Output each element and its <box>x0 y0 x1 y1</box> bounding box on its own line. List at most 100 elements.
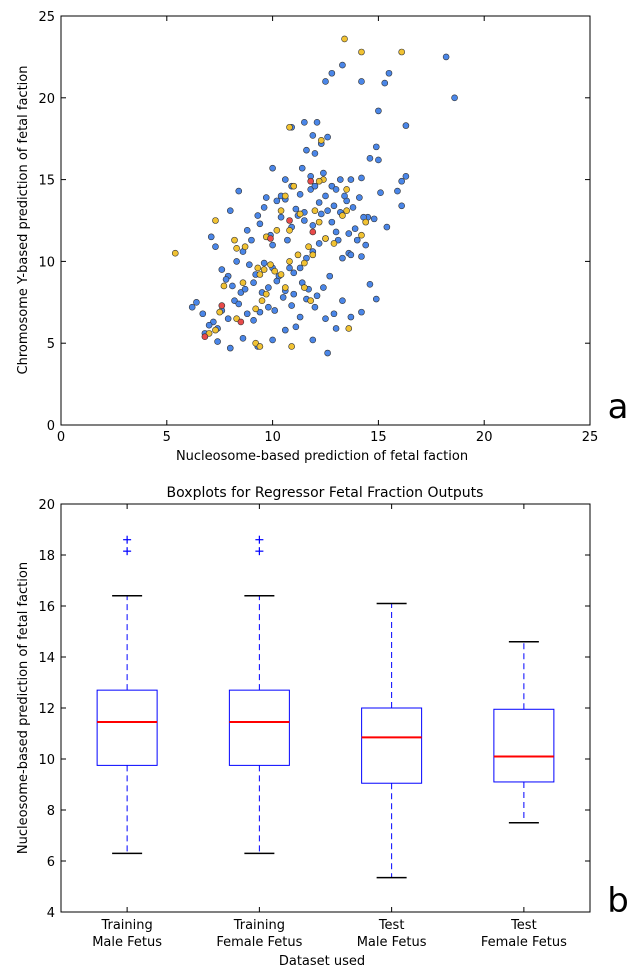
scatter-point-blue <box>303 146 310 154</box>
scatter-point-blue <box>313 119 321 126</box>
scatter-point-blue <box>262 194 270 201</box>
scatter-point-blue <box>292 323 300 331</box>
scatter-point-blue <box>265 284 272 291</box>
scatter-point-yellow <box>343 186 350 193</box>
outlier-marker <box>255 547 264 556</box>
scatter-point-blue <box>246 261 253 268</box>
category-label-line2: Female Fetus <box>216 935 302 950</box>
scatter-point-blue <box>260 204 268 211</box>
scatter-point-yellow <box>301 259 308 267</box>
scatter-point-yellow <box>273 227 281 234</box>
scatter-point-yellow <box>345 325 353 332</box>
scatter-point-blue <box>347 313 355 321</box>
scatter-point-yellow <box>252 305 259 313</box>
scatter-point-blue <box>372 143 380 151</box>
scatter-point-yellow <box>281 192 289 200</box>
scatter-point-blue <box>277 213 285 221</box>
scatter-point-blue <box>296 313 304 321</box>
boxplot-group <box>228 535 290 855</box>
boxplot-x-axis-label: Dataset used <box>279 954 365 968</box>
box-iqr <box>228 689 290 766</box>
scatter-point-blue <box>207 233 215 241</box>
boxplot-y-tick-label: 20 <box>38 498 55 513</box>
boxplot-group <box>361 602 423 879</box>
scatter-point-blue <box>345 230 353 237</box>
scatter-point-blue <box>370 215 378 223</box>
scatter-point-blue <box>284 236 291 244</box>
scatter-point-yellow <box>220 282 228 290</box>
scatter-point-blue <box>290 290 298 298</box>
scatter-point-blue <box>222 276 230 283</box>
scatter-point-blue <box>347 251 355 259</box>
scatter-point-yellow <box>305 243 312 250</box>
scatter-point-blue <box>235 187 243 195</box>
scatter-point-yellow <box>309 251 317 259</box>
scatter-point-blue <box>281 176 289 183</box>
scatter-point-blue <box>322 192 329 200</box>
box-iqr <box>493 708 555 783</box>
scatter-point-yellow <box>343 207 350 214</box>
scatter-point-yellow <box>254 264 262 272</box>
scatter-point-yellow <box>307 297 314 304</box>
scatter-point-blue <box>265 303 272 311</box>
scatter-point-blue <box>226 344 234 352</box>
scatter-point-blue <box>269 336 276 344</box>
scatter-point-blue <box>372 295 380 303</box>
scatter-point-blue <box>298 164 306 172</box>
scatter-point-yellow <box>212 217 219 224</box>
scatter-point-blue <box>250 279 257 286</box>
boxplot-y-tick-label: 16 <box>38 600 55 615</box>
scatter-point-blue <box>339 61 346 69</box>
scatter-point-red <box>218 302 226 309</box>
scatter-plot-frame <box>60 15 591 426</box>
scatter-point-blue <box>349 204 357 211</box>
scatter-point-yellow <box>341 35 348 43</box>
scatter-point-blue <box>398 177 405 185</box>
scatter-point-yellow <box>358 48 365 56</box>
boxplot-y-tick-label: 18 <box>38 549 55 564</box>
scatter-point-blue <box>375 107 382 115</box>
scatter-y-tick-label: 10 <box>38 255 55 270</box>
scatter-point-blue <box>353 236 361 244</box>
scatter-point-yellow <box>288 343 295 350</box>
boxplot-title: Boxplots for Regressor Fetal Fraction Ou… <box>167 485 484 501</box>
boxplot-y-tick-label: 12 <box>38 702 55 717</box>
scatter-point-blue <box>311 150 319 157</box>
scatter-point-blue <box>212 243 219 250</box>
scatter-point-yellow <box>286 227 293 234</box>
scatter-point-yellow <box>290 182 298 190</box>
scatter-point-yellow <box>315 218 323 226</box>
scatter-point-blue <box>292 205 300 213</box>
scatter-point-blue <box>339 297 346 304</box>
scatter-point-blue <box>358 253 365 260</box>
boxplot-category-labels: Training Male Fetus Training Female Fetus Te… <box>92 918 567 950</box>
scatter-point-blue <box>322 315 329 322</box>
scatter-point-blue <box>241 285 249 293</box>
category-label-line1: Test <box>378 918 405 933</box>
scatter-point-blue <box>226 207 234 214</box>
scatter-point-red <box>267 235 274 242</box>
scatter-point-blue <box>358 174 365 182</box>
scatter-x-tick-label: 20 <box>476 430 493 445</box>
scatter-point-yellow <box>216 308 223 316</box>
category-label-line1: Test <box>510 918 537 933</box>
scatter-point-blue <box>366 155 374 162</box>
scatter-point-blue <box>273 197 281 205</box>
scatter-y-tick-label: 25 <box>38 10 55 25</box>
scatter-point-blue <box>313 292 321 300</box>
scatter-point-blue <box>366 281 374 288</box>
scatter-point-red <box>307 177 314 185</box>
scatter-point-blue <box>218 266 226 273</box>
scatter-point-blue <box>311 182 319 190</box>
boxplot-y-tick-label: 4 <box>47 906 55 921</box>
scatter-y-axis-label: Chromosome Y-based prediction of fetal f… <box>16 66 31 375</box>
scatter-point-blue <box>324 349 331 357</box>
boxplot-plot-frame <box>60 503 591 913</box>
scatter-point-blue <box>330 202 338 210</box>
scatter-point-blue <box>375 156 382 164</box>
scatter-point-blue <box>273 277 281 285</box>
scatter-point-blue <box>320 284 327 291</box>
scatter-point-blue <box>224 315 232 322</box>
scatter-point-yellow <box>398 48 405 56</box>
